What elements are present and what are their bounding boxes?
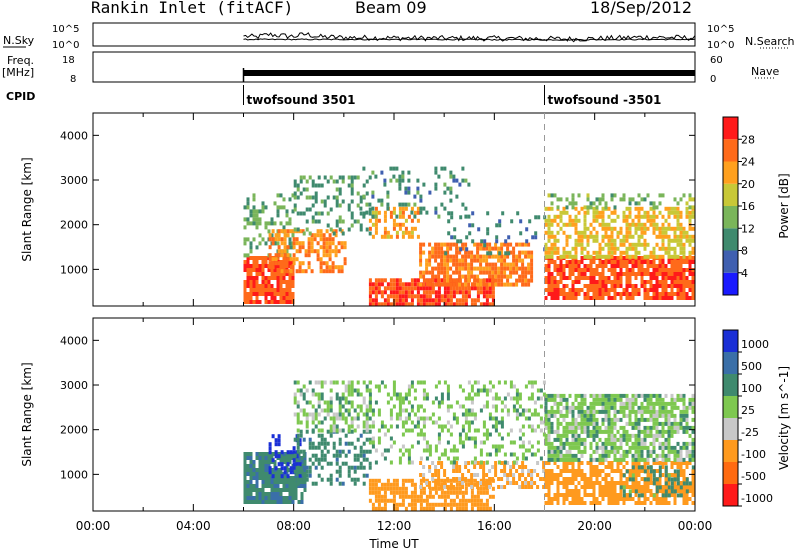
velocity-colorbar-band-1 — [723, 352, 738, 374]
power-colorbar-label-2: 12 — [741, 222, 755, 235]
header-title: Rankin Inlet (fitACF) — [91, 0, 294, 17]
noise-right-tick-top: 10^5 — [707, 24, 734, 35]
power-colorbar-label-5: 24 — [741, 156, 755, 169]
xtick-label-1: 04:00 — [176, 519, 211, 533]
power-colorbar-band-6 — [723, 139, 738, 162]
power-colorbar-title: Power [dB] — [777, 173, 791, 238]
power-colorbar-band-3 — [723, 206, 738, 229]
cpid-entry-1: twofsound -3501 — [548, 93, 662, 107]
velocity-colorbar-label-2: 100 — [741, 382, 762, 395]
header-date: 18/Sep/2012 — [590, 0, 693, 17]
power-ytick-label-3: 4000 — [60, 129, 88, 142]
velocity-ylabel: Slant Range [km] — [20, 362, 34, 466]
velocity-colorbar-label-4: -25 — [741, 426, 759, 439]
nave-label: Nave — [751, 65, 779, 78]
cpid-entry-0: twofsound 3501 — [247, 93, 356, 107]
power-ytick-label-1: 2000 — [60, 219, 88, 232]
cpid-label: CPID — [6, 90, 35, 103]
xtick-label-4: 16:00 — [477, 519, 512, 533]
power-ytick-label-0: 1000 — [60, 263, 88, 276]
velocity-colorbar-band-3 — [723, 396, 738, 418]
noise-right-label: N.Search — [745, 35, 795, 48]
velocity-data — [243, 380, 695, 511]
freq-label-line2: [MHz] — [2, 66, 34, 79]
velocity-colorbar-label-1: 500 — [741, 360, 762, 373]
noise-right-tick-bot: 10^0 — [707, 40, 734, 51]
velocity-colorbar-label-5: -100 — [741, 448, 766, 461]
noise-left-tick-top: 10^5 — [52, 24, 79, 35]
velocity-colorbar-band-4 — [723, 418, 738, 440]
nave-tick-bot: 0 — [710, 74, 716, 85]
power-ylabel: Slant Range [km] — [20, 157, 34, 261]
freq-tick-top: 18 — [62, 55, 75, 66]
power-data — [243, 166, 695, 306]
power-colorbar-band-1 — [723, 250, 738, 273]
velocity-colorbar-label-0: 1000 — [741, 338, 769, 351]
power-colorbar-band-0 — [723, 272, 738, 295]
velocity-colorbar-title: Velocity [m s^-1] — [777, 366, 791, 470]
velocity-colorbar-label-3: 25 — [741, 404, 755, 417]
xtick-label-0: 00:00 — [76, 519, 111, 533]
power-colorbar-label-3: 16 — [741, 200, 755, 213]
power-colorbar-label-1: 8 — [741, 245, 748, 258]
freq-tick-bot: 8 — [70, 74, 76, 85]
velocity-colorbar-band-0 — [723, 330, 738, 352]
power-colorbar-label-4: 20 — [741, 178, 755, 191]
power-ytick-label-2: 3000 — [60, 174, 88, 187]
velocity-ytick-label-3: 4000 — [60, 334, 88, 347]
velocity-colorbar-band-7 — [723, 484, 738, 506]
power-colorbar-band-2 — [723, 228, 738, 251]
power-colorbar-label-0: 4 — [741, 267, 748, 280]
velocity-colorbar-band-2 — [723, 374, 738, 396]
noise-left-label: N.Sky — [3, 34, 35, 47]
power-colorbar-band-5 — [723, 161, 738, 184]
velocity-colorbar-band-6 — [723, 462, 738, 484]
velocity-colorbar-label-6: -500 — [741, 470, 766, 483]
power-colorbar-band-4 — [723, 183, 738, 206]
header-beam: Beam 09 — [355, 0, 427, 17]
xtick-label-2: 08:00 — [276, 519, 311, 533]
velocity-panel: 1000 2000 3000 4000 Slant Range [km] — [20, 317, 696, 512]
velocity-colorbar-band-5 — [723, 440, 738, 462]
freq-panel-frame — [92, 51, 696, 83]
power-colorbar-band-7 — [723, 117, 738, 140]
xtick-label-5: 20:00 — [577, 519, 612, 533]
velocity-colorbar-label-7: -1000 — [741, 492, 773, 505]
nave-tick-top: 60 — [710, 55, 723, 66]
freq-trace — [243, 70, 695, 76]
x-axis-label: Time UT — [368, 537, 419, 551]
xtick-label-6: 00:00 — [678, 519, 713, 533]
noise-search-line — [243, 38, 696, 41]
velocity-ytick-label-0: 1000 — [60, 468, 88, 481]
velocity-ytick-label-1: 2000 — [60, 424, 88, 437]
noise-panel-frame — [92, 22, 696, 47]
power-colorbar-label-6: 28 — [741, 133, 755, 146]
power-panel: 1000 2000 3000 4000 Slant Range [km] — [20, 112, 696, 307]
noise-left-tick-bot: 10^0 — [52, 40, 79, 51]
velocity-ytick-label-2: 3000 — [60, 379, 88, 392]
xtick-label-3: 12:00 — [377, 519, 412, 533]
freq-label-line1: Freq. — [7, 54, 34, 67]
noise-sky-line — [243, 32, 696, 43]
